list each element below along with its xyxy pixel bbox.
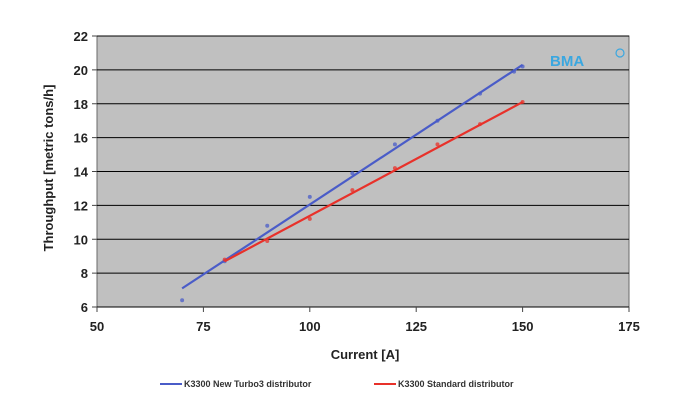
data-point-1-4 bbox=[392, 166, 397, 171]
data-point-0-2 bbox=[265, 223, 270, 228]
x-tick-label-175: 175 bbox=[618, 319, 640, 334]
y-tick-label-8: 8 bbox=[81, 266, 88, 281]
legend: K3300 New Turbo3 distributor K3300 Stand… bbox=[160, 379, 514, 389]
legend-item-standard: K3300 Standard distributor bbox=[374, 379, 514, 389]
registered-mark-icon bbox=[615, 48, 625, 58]
data-point-1-6 bbox=[478, 122, 483, 127]
data-point-1-7 bbox=[520, 100, 525, 105]
data-point-0-6 bbox=[435, 118, 440, 123]
data-point-1-1 bbox=[265, 238, 270, 243]
y-tick-label-16: 16 bbox=[74, 131, 88, 146]
x-axis-title: Current [A] bbox=[331, 347, 400, 362]
data-point-1-3 bbox=[350, 188, 355, 193]
axis-layer: 6 8 10 12 14 16 18 20 22 50 75 100 125 150 175 bbox=[74, 29, 640, 334]
data-point-0-5 bbox=[392, 142, 397, 147]
y-tick-label-18: 18 bbox=[74, 97, 88, 112]
data-point-1-2 bbox=[307, 216, 312, 221]
data-point-0-8 bbox=[512, 69, 517, 74]
x-tick-label-50: 50 bbox=[90, 319, 104, 334]
legend-label-standard: K3300 Standard distributor bbox=[398, 379, 514, 389]
bma-logo-text: BMA bbox=[550, 53, 584, 70]
data-point-0-9 bbox=[520, 64, 525, 69]
series-line-1 bbox=[224, 101, 524, 263]
data-point-0-0 bbox=[180, 298, 185, 303]
data-point-0-4 bbox=[350, 171, 355, 176]
grid-layer bbox=[97, 35, 629, 308]
y-tick-label-14: 14 bbox=[74, 165, 89, 180]
legend-item-turbo3: K3300 New Turbo3 distributor bbox=[160, 379, 312, 389]
y-tick-label-6: 6 bbox=[81, 300, 88, 315]
x-tick-label-75: 75 bbox=[196, 319, 210, 334]
y-tick-label-20: 20 bbox=[74, 63, 88, 78]
y-axis-title: Throughput [metric tons/h] bbox=[41, 85, 56, 252]
legend-label-turbo3: K3300 New Turbo3 distributor bbox=[184, 379, 312, 389]
y-tick-label-22: 22 bbox=[74, 29, 88, 44]
y-tick-label-12: 12 bbox=[74, 198, 88, 213]
y-tick-label-10: 10 bbox=[74, 232, 88, 247]
series-layer bbox=[180, 63, 525, 303]
series-line-0 bbox=[181, 63, 524, 290]
data-point-0-3 bbox=[307, 194, 312, 199]
x-tick-label-150: 150 bbox=[512, 319, 534, 334]
x-tick-label-125: 125 bbox=[405, 319, 427, 334]
data-point-0-7 bbox=[478, 91, 483, 96]
data-point-1-0 bbox=[222, 257, 227, 262]
data-point-1-5 bbox=[435, 142, 440, 147]
x-tick-label-100: 100 bbox=[299, 319, 321, 334]
bma-logo: BMA bbox=[550, 48, 625, 70]
